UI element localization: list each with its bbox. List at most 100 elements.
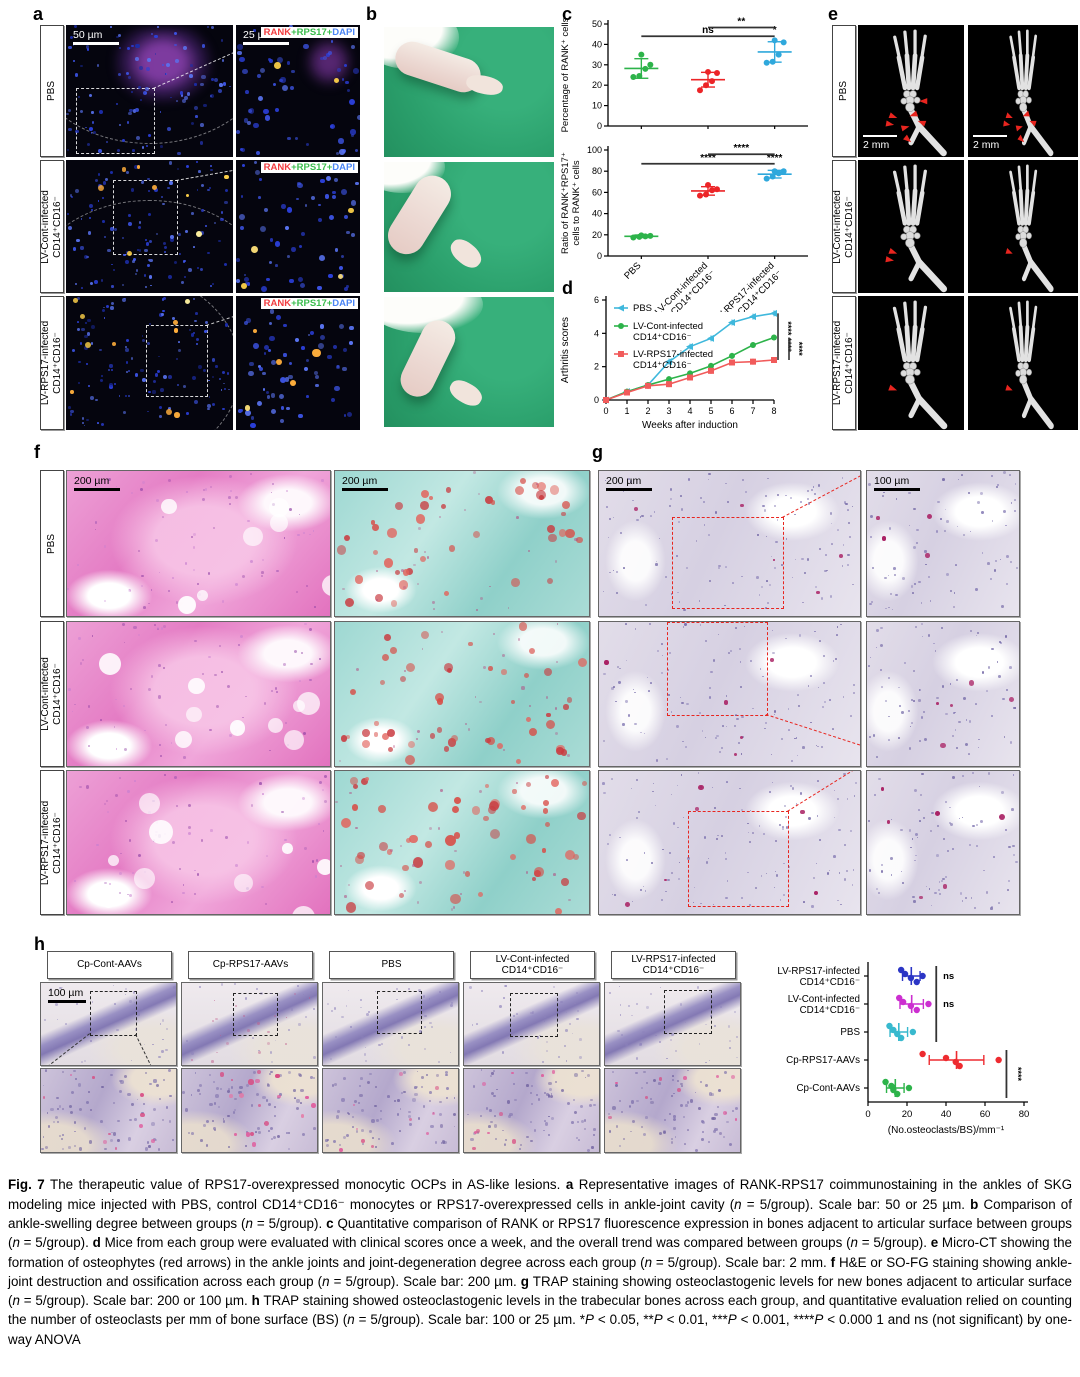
panel-b-photo-lvcont [384,162,554,292]
scale-bar-100um: 100 µm [48,987,86,1003]
svg-text:3: 3 [666,406,671,416]
panel-a-row-label-lvrps17: LV-RPS17-infected CD14⁺CD16⁻ [40,296,64,430]
scale-bar-line [74,488,120,491]
svg-text:20: 20 [592,80,602,90]
panel-h-trap-cp-cont-zoom [40,1068,177,1153]
panel-c-bottom-chart: 0 20 40 60 80 100 **** **** **** Ratio of RANK⁺RP… [560,143,808,312]
legend-plus: + [326,27,333,38]
svg-text:6: 6 [594,295,599,305]
svg-text:Arthritis scores: Arthritis scores [560,317,571,383]
legend-plus: + [291,27,297,38]
mouse-paw-toes [464,72,505,99]
svg-text:40: 40 [941,1109,952,1120]
panel-h-trap-lvrps17-overview [604,982,741,1066]
svg-text:PBS: PBS [622,260,643,281]
scale-bar-line [73,42,119,45]
svg-text:60: 60 [980,1109,991,1120]
scale-bar-2mm: 2 mm [973,134,1007,151]
svg-text:CD14⁺CD16⁻: CD14⁺CD16⁻ [800,1005,860,1016]
panel-h-trap-cp-cont-overview: 100 µm [40,982,177,1066]
panel-f-row-label-lvrps17: LV-RPS17-infected CD14⁺CD16⁻ [40,770,64,915]
panel-e-ct-pbs-side: 2 mm [968,25,1078,157]
svg-text:0: 0 [597,251,602,261]
panel-f-he-lvcont [66,621,331,767]
panel-e-row-label-lvrps17: LV-RPS17-infected CD14⁺CD16⁻ [832,296,856,430]
svg-text:0: 0 [594,395,599,405]
panel-f-sofg-lvcont [334,621,590,767]
joint-outline-dashed [66,199,233,293]
scale-bar-200um: 200 µm [606,475,652,491]
panel-a-fluor-pbs-zoom: 25 µm RANK+RPS17+DAPI [236,25,360,157]
panel-a-fluor-pbs-overview: 50 µm [66,25,233,157]
panel-a-row-label-pbs: PBS [40,25,64,157]
panel-f-sofg-lvrps17 [334,770,590,915]
zoom-region-box [76,88,155,154]
panel-e-label: e [828,4,839,24]
svg-text:**** ****: **** **** [783,321,793,352]
svg-text:PBS: PBS [633,303,652,314]
scale-bar-line [243,42,289,45]
svg-text:Percentage of RANK⁺ cells: Percentage of RANK⁺ cells [560,17,571,132]
svg-text:80: 80 [592,166,602,176]
panel-e-row-label-lvcont: LV-Cont-infected CD14⁺CD16⁻ [832,160,856,293]
stain-legend: RANK+RPS17+DAPI [260,27,358,38]
svg-text:5: 5 [708,406,713,416]
zoom-connector-line [781,475,860,519]
panel-a-label: a [33,4,44,24]
panel-h-column-header-lvcont: LV-Cont-infected CD14⁺CD16⁻ [470,951,595,979]
panel-h-trap-lvcont-overview [463,982,600,1066]
panel-h-column-header-lvrps17: LV-RPS17-infected CD14⁺CD16⁻ [611,951,736,979]
panel-a-fluor-lvcont-overview [66,160,233,293]
svg-text:LV-Cont-infected: LV-Cont-infected [788,994,860,1005]
zoom-region-box [509,992,558,1038]
legend-dapi: DAPI [332,27,355,38]
svg-text:LV-Cont-infected: LV-Cont-infected [633,321,703,332]
svg-text:****: **** [734,143,750,154]
svg-text:4: 4 [687,406,692,416]
panel-h-trap-cp-rps17-zoom [181,1068,318,1153]
svg-text:****: **** [767,153,783,164]
panel-b-photo-lvrps17 [384,297,554,427]
legend-rps17: RPS17 [296,27,327,38]
svg-text:PBS: PBS [840,1027,860,1038]
svg-text:ns: ns [702,25,714,36]
zoom-region-box [89,991,138,1036]
mouse-paw-toes [445,234,486,272]
svg-text:CD14⁺CD16⁻: CD14⁺CD16⁻ [633,360,692,371]
scale-bar-line [863,134,897,137]
svg-text:**: ** [737,16,745,27]
panel-d-label: d [562,278,573,298]
panel-e-ct-lvcont-side [968,160,1078,293]
panel-e-ct-lvcont-front [858,160,964,293]
panel-h-trap-pbs-zoom [322,1068,459,1153]
svg-text:LV-RPS17-infected: LV-RPS17-infected [633,349,713,360]
joint-outline-dashed [66,25,233,144]
panel-g-trap-lvrps17-overview [598,770,861,915]
svg-text:Weeks after induction: Weeks after induction [642,420,738,431]
svg-text:Cp-Cont-AAVs: Cp-Cont-AAVs [796,1083,860,1094]
svg-text:Ratio of RANK⁺RPS17⁺: Ratio of RANK⁺RPS17⁺ [560,152,571,254]
panel-c-label: c [562,4,573,24]
panel-h-label: h [34,934,45,954]
scale-bar-line [342,488,388,491]
svg-text:8: 8 [771,406,776,416]
zoom-connector-line [765,714,860,748]
svg-text:20: 20 [592,230,602,240]
zoom-region-box [666,622,769,717]
svg-text:(No.osteoclasts/BS)/mm⁻¹: (No.osteoclasts/BS)/mm⁻¹ [888,1125,1005,1136]
panel-a-fluor-lvrps17-overview [66,296,233,430]
svg-text:ns: ns [943,999,954,1010]
svg-text:60: 60 [592,187,602,197]
panel-h-trap-lvrps17-zoom [604,1068,741,1153]
panel-g-trap-lvrps17-zoom [866,770,1020,915]
panel-d-chart: 0 2 4 6 0 1 2 3 4 5 6 7 8 Weeks after induction Arthri… [560,295,804,431]
panel-b-photo-pbs [384,27,554,157]
panel-f-label: f [34,442,40,462]
svg-text:0: 0 [597,121,602,131]
svg-text:4: 4 [594,328,599,338]
panel-f-sofg-pbs: 200 µm [334,470,590,617]
zoom-region-box [687,811,789,908]
panel-h-trap-lvcont-zoom [463,1068,600,1153]
